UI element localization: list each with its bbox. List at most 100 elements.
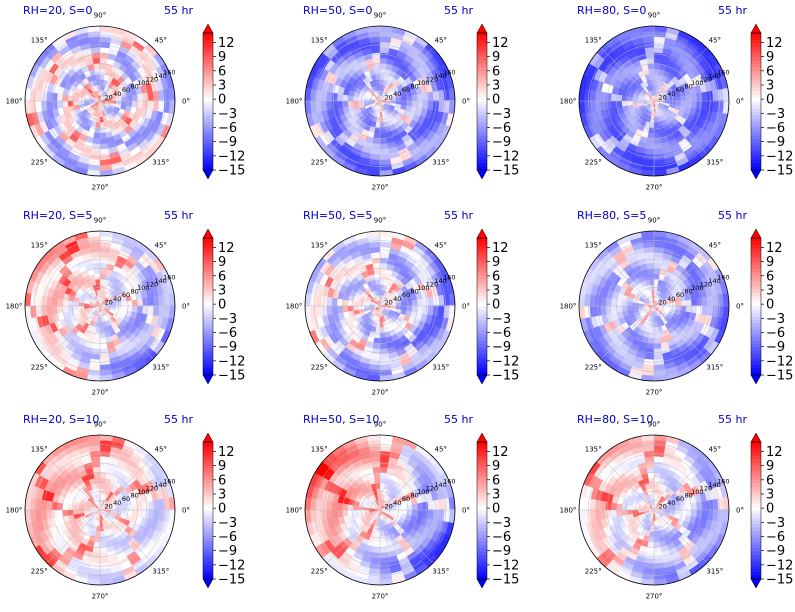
colorbar-tick-label: 9	[492, 459, 500, 474]
field-cell	[654, 148, 664, 155]
field-cell	[406, 100, 413, 107]
field-cell	[643, 95, 650, 100]
field-cell	[642, 159, 655, 166]
field-cell	[699, 334, 711, 348]
colorbar-segment	[751, 313, 761, 318]
field-cell	[46, 101, 53, 111]
field-cell	[329, 279, 339, 290]
field-cell	[667, 294, 675, 301]
field-cell	[131, 100, 138, 108]
colorbar-segment	[203, 36, 213, 41]
field-cell	[440, 533, 452, 548]
field-cell	[684, 336, 696, 348]
field-cell	[643, 518, 649, 525]
radial-tick-label: 80	[411, 288, 419, 296]
field-cell	[701, 296, 708, 306]
field-cell	[654, 507, 660, 510]
colorbar-tick-label: 3	[218, 487, 226, 502]
field-cell	[379, 472, 387, 479]
field-cell	[410, 264, 422, 276]
field-cell	[596, 145, 610, 160]
field-cell	[605, 101, 612, 110]
field-cell	[62, 161, 77, 173]
field-cell	[378, 306, 380, 312]
field-cell	[679, 294, 686, 302]
field-cell	[719, 279, 729, 294]
field-cell	[334, 40, 348, 53]
field-cell	[686, 327, 697, 338]
field-cell	[388, 515, 395, 521]
field-cell	[654, 508, 660, 510]
colorbar-segment	[477, 152, 487, 157]
field-cell	[100, 510, 106, 512]
field-cell	[35, 89, 42, 102]
field-cell	[414, 240, 429, 253]
field-cell	[112, 86, 119, 93]
field-cell	[129, 554, 143, 566]
colorbar-segment	[203, 70, 213, 75]
field-cell	[90, 353, 101, 360]
colorbar-segment	[751, 36, 761, 41]
field-cell	[96, 84, 100, 91]
field-cell	[380, 510, 382, 516]
field-cell	[83, 306, 90, 310]
field-cell	[654, 303, 660, 306]
field-cell	[88, 285, 95, 293]
field-cell	[337, 86, 345, 95]
angular-tick-label: 225°	[311, 567, 328, 575]
field-cell	[628, 292, 636, 299]
field-cell	[611, 274, 622, 285]
field-cell	[345, 137, 357, 148]
field-cell	[579, 280, 589, 295]
field-cell	[363, 98, 370, 102]
field-cell	[39, 530, 50, 543]
field-cell	[611, 291, 619, 300]
colorbar-segment	[477, 56, 487, 61]
field-cell	[656, 500, 662, 506]
field-cell	[165, 317, 175, 332]
field-cell	[57, 312, 65, 322]
field-cell	[377, 510, 380, 516]
field-cell	[618, 54, 630, 65]
field-cell	[165, 521, 175, 536]
field-cell	[67, 294, 75, 302]
colorbar-segment	[751, 111, 761, 116]
field-cell	[85, 311, 92, 317]
field-cell	[110, 300, 117, 305]
field-cell	[685, 305, 692, 313]
field-cell	[126, 100, 133, 107]
colorbar-segment	[751, 272, 761, 277]
colorbar-segment	[477, 272, 487, 277]
field-cell	[348, 133, 359, 144]
field-cell	[136, 474, 147, 486]
field-cell	[675, 100, 682, 106]
colorbar-segment	[477, 361, 487, 366]
field-cell	[24, 306, 32, 320]
colorbar-segment	[203, 152, 213, 157]
field-cell	[371, 494, 377, 501]
field-cell	[364, 513, 371, 519]
colorbar-segment	[477, 316, 487, 321]
field-cell	[99, 461, 109, 468]
field-cell	[99, 230, 114, 238]
field-cell	[661, 280, 668, 288]
field-cell	[89, 95, 96, 100]
field-cell	[644, 512, 650, 518]
field-cell	[707, 135, 720, 150]
field-cell	[674, 309, 681, 316]
field-cell	[135, 85, 143, 95]
field-cell	[639, 499, 646, 505]
field-cell	[616, 73, 626, 83]
field-cell	[97, 306, 100, 312]
panel-time-label: 55 hr	[444, 209, 473, 222]
field-cell	[90, 326, 97, 333]
field-cell	[380, 111, 384, 118]
field-cell	[640, 119, 647, 127]
field-cell	[103, 85, 109, 92]
field-cell	[100, 306, 102, 312]
field-cell	[58, 131, 70, 143]
field-cell	[644, 93, 650, 99]
field-cell	[374, 514, 379, 521]
field-cell	[435, 270, 446, 285]
field-cell	[101, 499, 106, 506]
